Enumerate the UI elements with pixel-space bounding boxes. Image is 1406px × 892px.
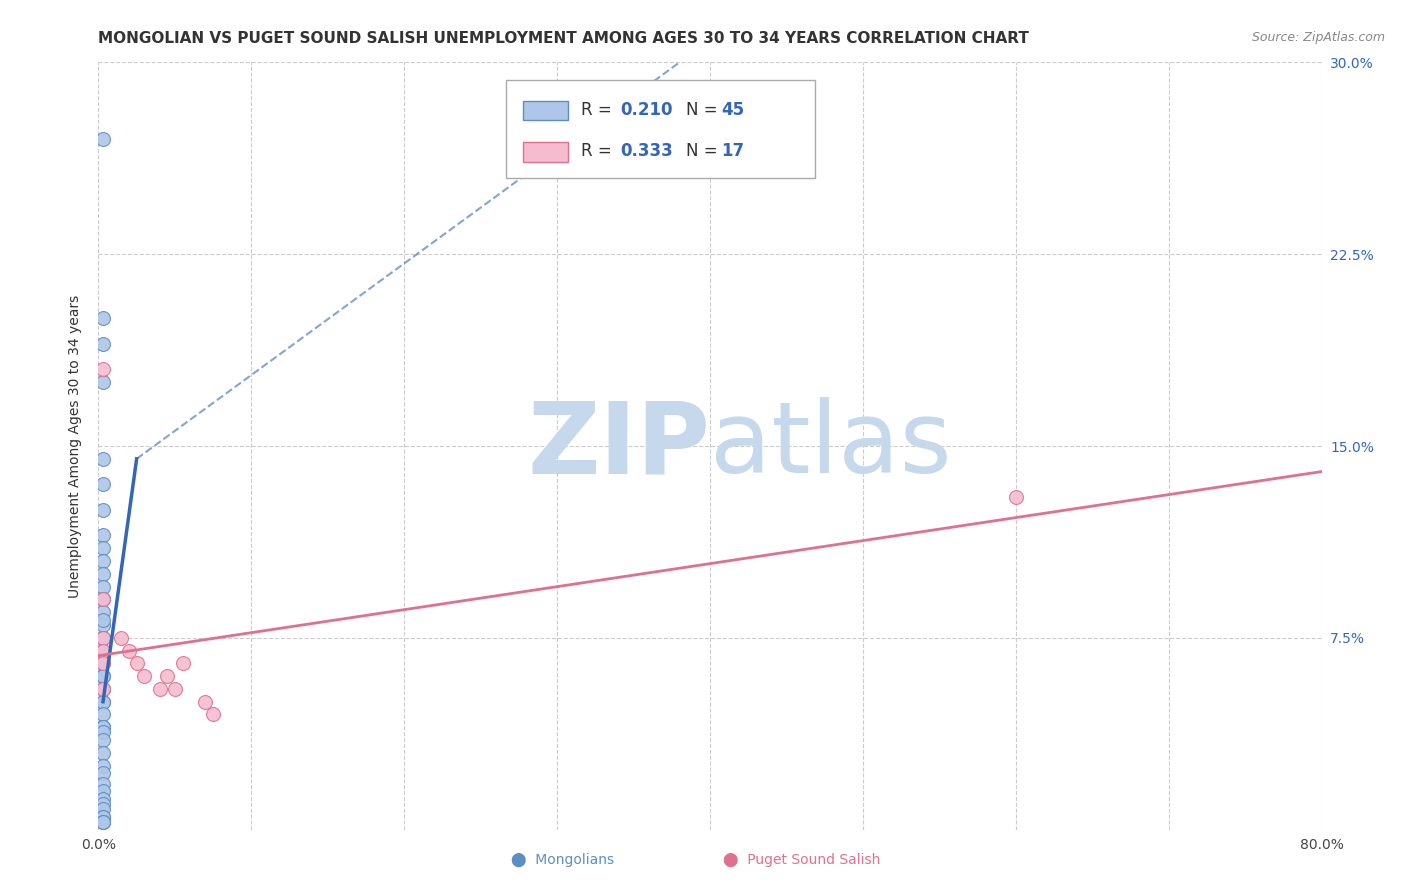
Point bbox=[91, 631, 114, 645]
Text: N =: N = bbox=[686, 101, 723, 119]
Point bbox=[91, 766, 114, 780]
Point bbox=[91, 802, 114, 816]
Point bbox=[125, 657, 148, 671]
Point bbox=[91, 451, 114, 466]
Point bbox=[91, 810, 114, 824]
Point bbox=[1004, 490, 1026, 504]
Point bbox=[134, 669, 156, 683]
Point bbox=[91, 725, 114, 739]
Point bbox=[163, 681, 186, 696]
Point bbox=[91, 631, 114, 645]
Point bbox=[91, 503, 114, 517]
Point bbox=[91, 554, 114, 568]
Point bbox=[91, 580, 114, 594]
Point bbox=[91, 631, 114, 645]
Point bbox=[91, 695, 114, 709]
Point bbox=[91, 657, 114, 671]
Point bbox=[91, 336, 114, 351]
Point bbox=[110, 631, 132, 645]
Text: R =: R = bbox=[581, 142, 617, 160]
Point bbox=[91, 477, 114, 491]
Point bbox=[91, 681, 114, 696]
Point bbox=[91, 643, 114, 657]
Point bbox=[91, 643, 114, 657]
Point bbox=[149, 681, 172, 696]
Point bbox=[91, 613, 114, 627]
Point bbox=[91, 720, 114, 734]
Point bbox=[91, 541, 114, 556]
Point bbox=[91, 618, 114, 632]
Text: 0.333: 0.333 bbox=[620, 142, 673, 160]
Point bbox=[202, 707, 225, 722]
Point bbox=[91, 814, 114, 829]
Point bbox=[91, 733, 114, 747]
Point bbox=[91, 362, 114, 376]
Point bbox=[91, 592, 114, 607]
Point bbox=[91, 605, 114, 619]
Point bbox=[91, 592, 114, 607]
Text: 45: 45 bbox=[721, 101, 744, 119]
Text: R =: R = bbox=[581, 101, 617, 119]
Point bbox=[91, 792, 114, 806]
Point bbox=[172, 657, 194, 671]
Point bbox=[91, 375, 114, 389]
Point bbox=[91, 669, 114, 683]
Point bbox=[91, 720, 114, 734]
Point bbox=[91, 810, 114, 824]
Text: Source: ZipAtlas.com: Source: ZipAtlas.com bbox=[1251, 31, 1385, 45]
Point bbox=[91, 758, 114, 772]
Text: ⬤  Mongolians: ⬤ Mongolians bbox=[510, 853, 614, 867]
Point bbox=[91, 746, 114, 760]
Point bbox=[91, 776, 114, 790]
Text: N =: N = bbox=[686, 142, 723, 160]
Point bbox=[91, 784, 114, 798]
Point bbox=[118, 643, 141, 657]
Point bbox=[91, 814, 114, 829]
Text: atlas: atlas bbox=[710, 398, 952, 494]
Point bbox=[91, 681, 114, 696]
Point bbox=[91, 566, 114, 581]
Point bbox=[91, 657, 114, 671]
Point bbox=[91, 814, 114, 829]
Text: MONGOLIAN VS PUGET SOUND SALISH UNEMPLOYMENT AMONG AGES 30 TO 34 YEARS CORRELATI: MONGOLIAN VS PUGET SOUND SALISH UNEMPLOY… bbox=[98, 31, 1029, 46]
Point bbox=[91, 681, 114, 696]
Point bbox=[91, 707, 114, 722]
Point bbox=[194, 695, 217, 709]
Text: 17: 17 bbox=[721, 142, 744, 160]
Point bbox=[91, 592, 114, 607]
Point bbox=[156, 669, 179, 683]
Point bbox=[91, 528, 114, 542]
Point bbox=[91, 311, 114, 326]
Text: ZIP: ZIP bbox=[527, 398, 710, 494]
Text: 0.210: 0.210 bbox=[620, 101, 672, 119]
Y-axis label: Unemployment Among Ages 30 to 34 years: Unemployment Among Ages 30 to 34 years bbox=[69, 294, 83, 598]
Point bbox=[91, 132, 114, 146]
Point bbox=[91, 797, 114, 811]
Point bbox=[91, 695, 114, 709]
Point bbox=[91, 669, 114, 683]
Text: ⬤  Puget Sound Salish: ⬤ Puget Sound Salish bbox=[723, 853, 880, 867]
